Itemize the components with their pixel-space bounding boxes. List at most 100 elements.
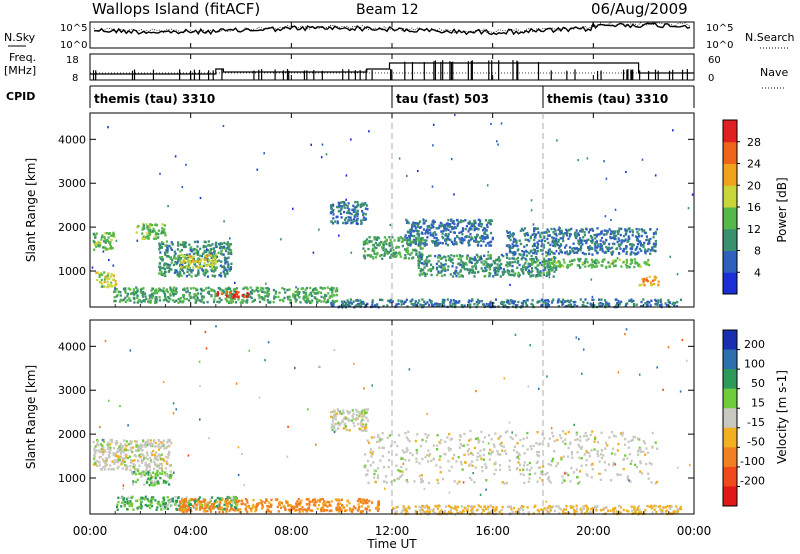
- power-cell: [200, 295, 203, 298]
- power-cell: [584, 252, 587, 256]
- power-cell: [220, 242, 224, 246]
- velocity-cell: [202, 498, 205, 501]
- velocity-cell: [187, 504, 190, 507]
- velocity-cell: [372, 461, 375, 464]
- power-cell: [227, 296, 231, 299]
- power-cell: [494, 268, 497, 272]
- power-cell: [420, 225, 423, 229]
- power-cell: [213, 275, 216, 278]
- power-cell: [545, 259, 548, 263]
- velocity-cell: [183, 500, 186, 504]
- velocity-cell: [547, 463, 550, 466]
- velocity-cell: [358, 427, 361, 430]
- power-cell: [287, 297, 290, 301]
- power-cell: [527, 269, 531, 272]
- power-cell: [486, 234, 489, 238]
- power-cell: [155, 301, 158, 304]
- power-cell: [428, 268, 431, 271]
- power-cell: [629, 243, 632, 246]
- power-cell: [501, 303, 505, 307]
- velocity-cell: [464, 461, 467, 464]
- velocity-cell: [614, 453, 617, 456]
- power-cell: [491, 236, 494, 240]
- power-cell: [607, 303, 610, 306]
- nsearch-label: N.Search: [745, 31, 795, 44]
- velocity-cell: [355, 408, 358, 412]
- velocity-cell: [117, 455, 120, 458]
- power-cell: [446, 243, 449, 247]
- colorbar-tick-label: 16: [747, 201, 761, 214]
- power-cell: [443, 268, 447, 271]
- velocity-cell: [619, 432, 622, 435]
- power-cell: [200, 254, 203, 258]
- power-cell: [196, 245, 199, 248]
- power-cell: [112, 274, 115, 277]
- power-cell: [447, 218, 450, 222]
- velocity-cell: [98, 450, 101, 454]
- power-cell: [550, 227, 553, 231]
- power-cell: [591, 263, 594, 266]
- power-cell: [136, 294, 139, 297]
- power-cell: [465, 225, 468, 228]
- power-cell: [467, 230, 470, 233]
- power-cell: [644, 261, 647, 264]
- velocity-cell: [365, 423, 368, 426]
- velocity-cell: [420, 474, 423, 477]
- power-cell: [263, 296, 266, 300]
- power-cell: [132, 288, 135, 291]
- power-cell: [451, 265, 454, 268]
- velocity-cell: [330, 423, 333, 426]
- power-cell: [645, 235, 648, 238]
- power-cell: [477, 228, 480, 231]
- power-cell: [568, 229, 571, 232]
- power-cell: [431, 305, 434, 308]
- velocity-cell: [458, 439, 461, 442]
- power-cell: [512, 233, 515, 236]
- power-cell: [152, 227, 155, 231]
- power-cell: [192, 258, 195, 262]
- power-cell: [601, 260, 604, 263]
- velocity-cell: [155, 465, 158, 468]
- power-cell: [234, 281, 236, 284]
- velocity-cell: [251, 505, 254, 508]
- power-cell: [330, 301, 333, 305]
- power-cell: [665, 303, 668, 307]
- power-cell: [562, 258, 565, 261]
- power-cell: [480, 222, 483, 226]
- power-cell: [444, 229, 447, 232]
- power-cell: [202, 272, 205, 275]
- power-cell: [462, 266, 466, 269]
- velocity-cell: [540, 470, 543, 473]
- power-cell: [441, 274, 444, 278]
- power-cell: [422, 218, 425, 221]
- velocity-cell: [162, 442, 165, 446]
- power-cell: [616, 247, 619, 250]
- power-cell: [405, 242, 409, 245]
- velocity-cell: [415, 448, 418, 452]
- power-cell: [408, 238, 412, 241]
- power-cell: [347, 210, 350, 213]
- power-cell: [222, 245, 226, 248]
- power-cell: [391, 300, 394, 303]
- power-cell: [530, 260, 533, 263]
- power-cell: [455, 226, 458, 230]
- velocity-cell: [341, 503, 344, 507]
- velocity-cell: [120, 505, 123, 508]
- power-cell: [207, 286, 210, 289]
- velocity-cell: [365, 416, 368, 419]
- power-cell: [197, 297, 199, 300]
- velocity-cell: [334, 418, 337, 421]
- power-cell: [642, 244, 645, 247]
- velocity-cell: [292, 506, 295, 510]
- power-cell: [241, 294, 244, 297]
- power-cell: [422, 222, 425, 225]
- velocity-cell: [341, 419, 344, 422]
- velocity-cell: [352, 412, 355, 416]
- power-cell: [329, 295, 332, 298]
- power-cell: [467, 300, 470, 304]
- velocity-cell: [528, 461, 531, 465]
- power-cell: [362, 247, 365, 250]
- velocity-cell: [146, 458, 149, 461]
- power-cell: [110, 283, 113, 286]
- velocity-cell: [448, 433, 451, 436]
